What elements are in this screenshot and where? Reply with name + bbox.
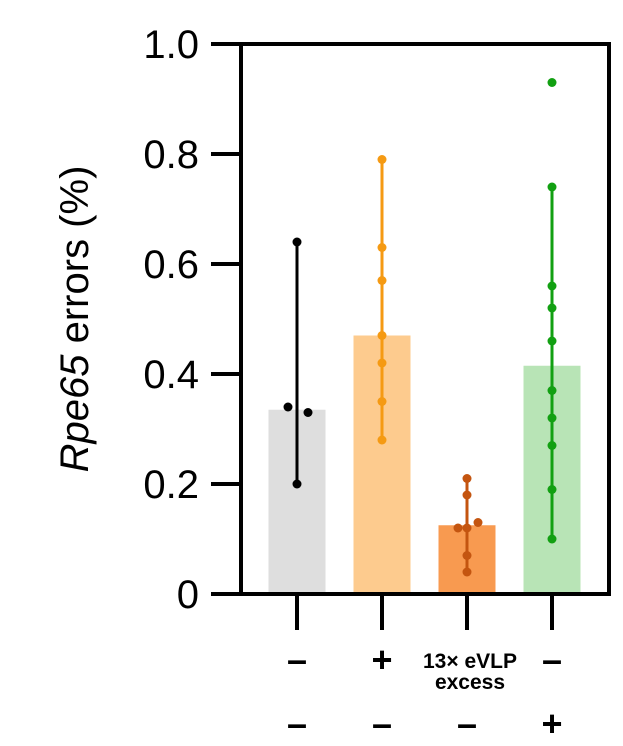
y-tick-label-2: 0.2	[143, 463, 199, 507]
data-point-1-4	[292, 479, 302, 489]
data-point-3-5	[462, 523, 472, 533]
condition-label-row1-2: +	[371, 639, 392, 680]
data-point-4-4	[547, 303, 557, 313]
y-tick-label-3: 0.4	[143, 353, 199, 397]
data-point-4-1	[547, 78, 557, 87]
data-point-2-4	[377, 331, 387, 340]
data-point-4-5	[547, 336, 557, 346]
data-point-4-8	[547, 441, 557, 450]
data-point-3-2	[462, 490, 472, 500]
data-point-3-4	[453, 523, 463, 533]
y-tick-label-1: 0	[177, 573, 199, 617]
data-point-2-5	[377, 358, 387, 368]
data-point-2-2	[377, 243, 387, 252]
y-axis-label: Rpe65 errors (%)	[53, 166, 97, 473]
data-point-4-9	[547, 485, 557, 494]
plot-frame	[239, 42, 611, 596]
condition-label-row1-1: –	[287, 639, 307, 680]
data-point-1-2	[283, 402, 293, 412]
data-point-2-1	[377, 155, 387, 164]
data-point-3-3	[473, 518, 483, 527]
y-axis-label-italic: Rpe65	[53, 354, 97, 473]
y-tick-label-4: 0.6	[143, 243, 199, 287]
condition-label-row1-4: –	[542, 639, 562, 680]
y-tick-label-5: 0.8	[143, 133, 199, 177]
data-point-1-1	[292, 237, 302, 247]
condition-label-row2-3: –	[457, 703, 477, 744]
data-point-3-6	[462, 551, 472, 560]
condition-label-row2-4: +	[541, 703, 562, 744]
data-point-4-2	[547, 182, 557, 192]
data-point-1-3	[303, 408, 313, 417]
data-point-4-6	[547, 386, 557, 395]
y-tick-label-6: 1.0	[143, 23, 199, 67]
data-point-4-7	[547, 413, 557, 423]
condition-label-row2-1: –	[287, 703, 307, 744]
y-axis-label-rest: errors (%)	[53, 166, 97, 355]
data-point-3-7	[462, 567, 472, 577]
condition-label-row1-3: 13× eVLP excess	[423, 650, 517, 694]
data-point-2-3	[377, 276, 387, 285]
data-point-2-7	[377, 435, 387, 445]
data-point-2-6	[377, 397, 387, 406]
data-point-4-3	[547, 281, 557, 291]
condition-label-row2-2: –	[372, 703, 392, 744]
data-point-3-1	[462, 474, 472, 483]
data-point-4-10	[547, 534, 557, 544]
